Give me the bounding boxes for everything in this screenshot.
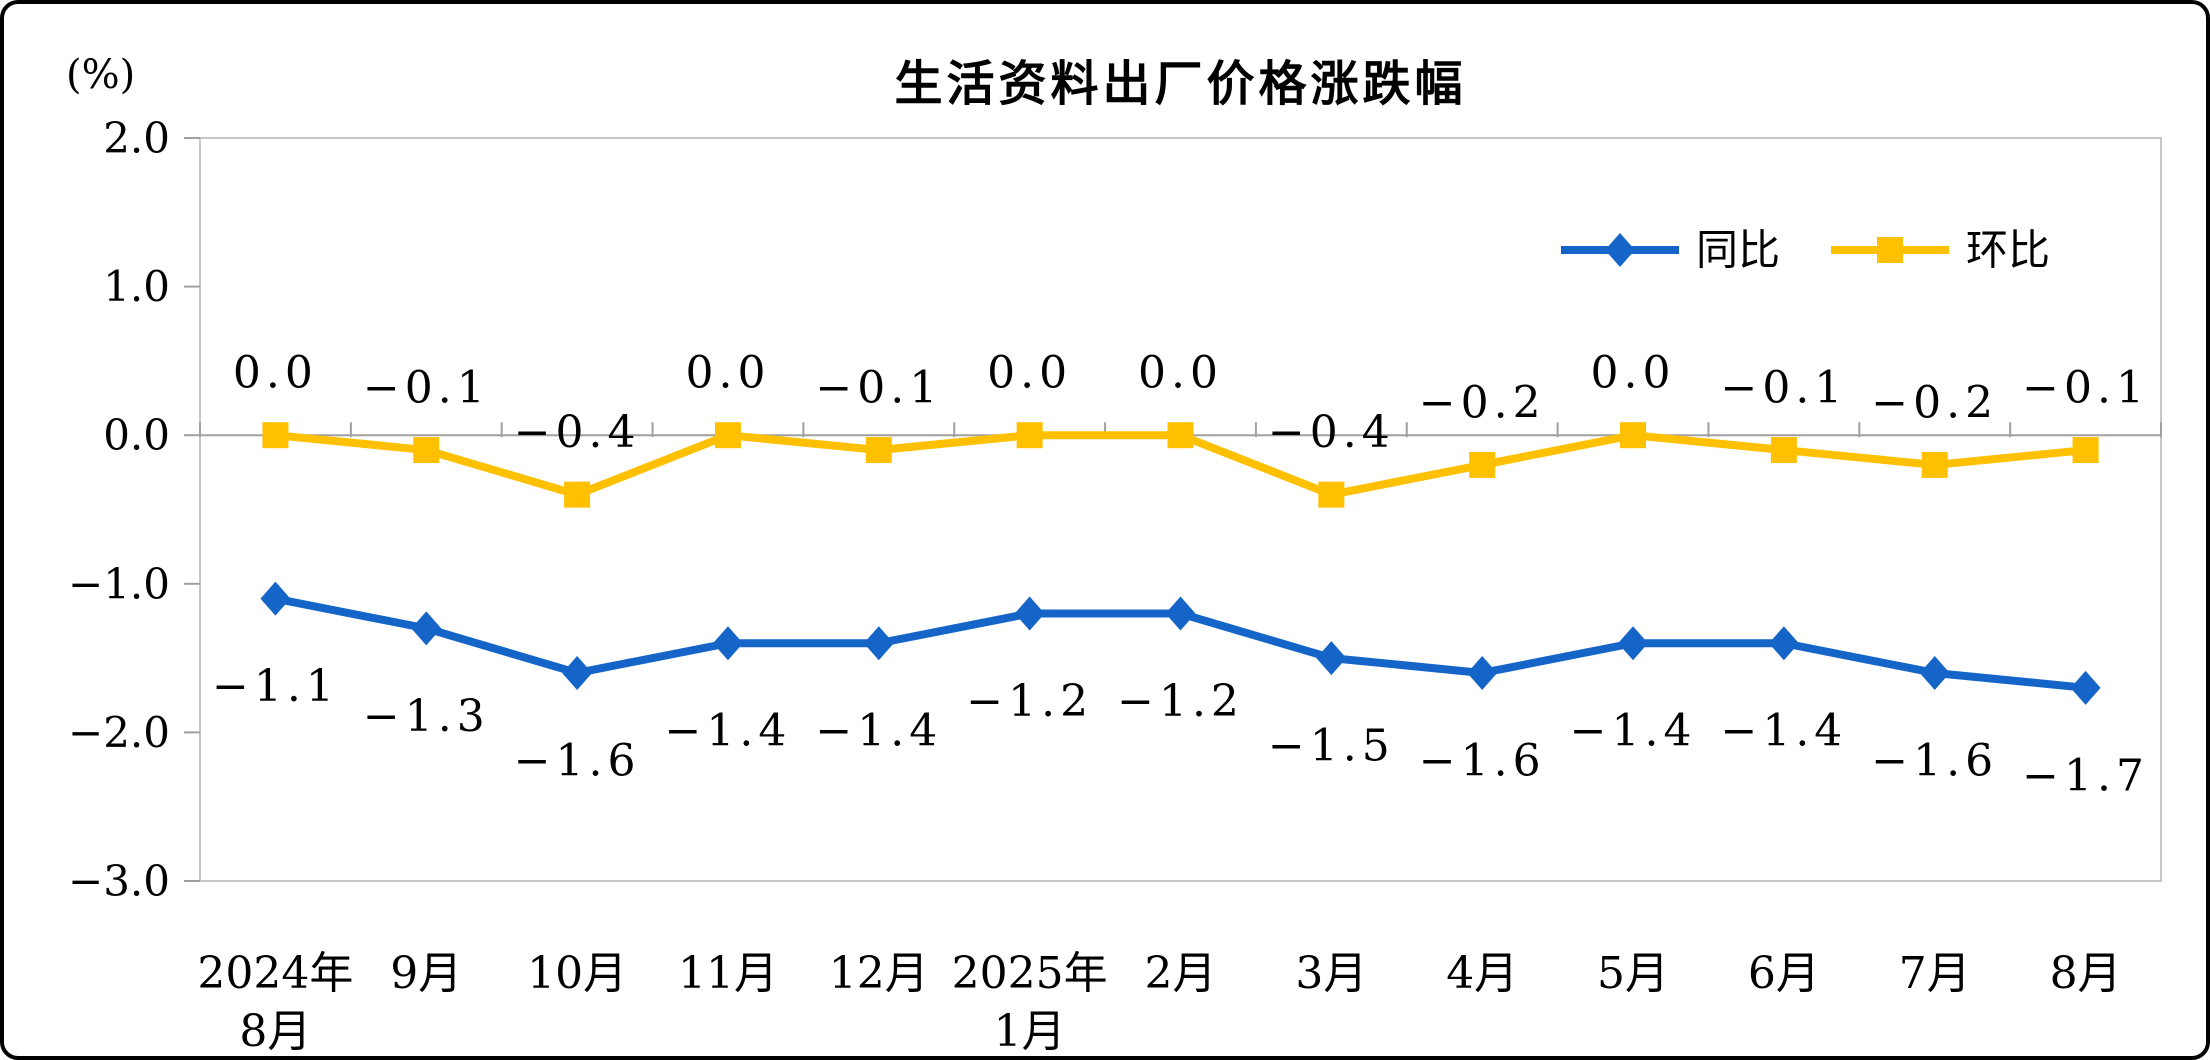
legend-square-icon — [1877, 237, 1903, 263]
data-label: −1.5 — [1268, 721, 1395, 772]
marker-diamond-icon — [1768, 626, 1799, 661]
data-label: 0.0 — [1138, 348, 1223, 399]
marker-diamond-icon — [1014, 596, 1045, 631]
marker-square-icon — [262, 422, 289, 449]
x-axis-label: 7月 — [1899, 948, 1971, 999]
y-axis-label: −1.0 — [68, 559, 170, 608]
marker-diamond-icon — [1919, 655, 1950, 690]
x-axis-label: 2024年 — [197, 948, 353, 999]
x-axis-label: 4月 — [1446, 948, 1518, 999]
marker-square-icon — [1318, 481, 1345, 508]
x-axis-label: 3月 — [1295, 948, 1367, 999]
y-axis-unit-label: (%) — [66, 52, 136, 98]
data-label: −0.1 — [363, 363, 490, 414]
marker-diamond-icon — [411, 611, 442, 646]
data-label: −0.2 — [1419, 377, 1546, 428]
y-axis-label: 2.0 — [103, 114, 170, 163]
data-label: −1.7 — [2022, 750, 2149, 801]
marker-diamond-icon — [863, 626, 894, 661]
marker-diamond-icon — [1165, 596, 1196, 631]
marker-diamond-icon — [1467, 655, 1498, 690]
data-label: −0.2 — [1871, 377, 1998, 428]
data-label: −0.1 — [815, 363, 942, 414]
marker-square-icon — [1770, 437, 1797, 464]
data-label: −1.6 — [1419, 735, 1546, 786]
data-label: −1.4 — [815, 706, 942, 757]
x-axis-label: 1月 — [994, 1006, 1066, 1057]
x-axis-label: 11月 — [678, 948, 778, 999]
data-label: 0.0 — [685, 348, 770, 399]
data-label: −1.1 — [212, 661, 339, 712]
data-label: 0.0 — [1591, 348, 1676, 399]
y-axis-label: 0.0 — [103, 411, 170, 460]
x-axis-label: 6月 — [1748, 948, 1820, 999]
x-axis-label: 5月 — [1597, 948, 1669, 999]
marker-square-icon — [1469, 451, 1496, 478]
data-label: 0.0 — [233, 348, 318, 399]
marker-square-icon — [1016, 422, 1043, 449]
marker-diamond-icon — [1618, 626, 1649, 661]
data-label: −1.3 — [363, 691, 490, 742]
marker-square-icon — [1167, 422, 1194, 449]
x-axis-label: 10月 — [527, 948, 627, 999]
marker-diamond-icon — [1316, 641, 1347, 676]
data-label: −1.6 — [514, 735, 641, 786]
data-label: −0.4 — [514, 407, 641, 458]
x-axis-label: 8月 — [2050, 948, 2122, 999]
marker-square-icon — [413, 437, 440, 464]
legend: 同比 环比 — [1561, 226, 2050, 275]
x-axis-label: 2月 — [1145, 948, 1217, 999]
data-label: −1.6 — [1871, 735, 1998, 786]
legend-label-mom: 环比 — [1966, 226, 2050, 275]
plot-border — [199, 137, 2162, 882]
marker-square-icon — [1921, 451, 1948, 478]
marker-diamond-icon — [562, 655, 593, 690]
data-label: −1.2 — [966, 676, 1093, 727]
marker-diamond-icon — [260, 581, 291, 616]
marker-diamond-icon — [712, 626, 743, 661]
data-label: −0.4 — [1268, 407, 1395, 458]
data-label: −1.4 — [1720, 706, 1847, 757]
data-label: 0.0 — [987, 348, 1072, 399]
x-axis-label: 12月 — [829, 948, 929, 999]
y-axis-label: −2.0 — [68, 708, 170, 757]
plot-area: 2.0 1.0 0.0 −1.0 −2.0 −3.0 2024年 8月 9月 10月 11月 12月 2… — [68, 114, 2162, 1057]
y-axis-label: −3.0 — [68, 857, 170, 906]
marker-square-icon — [1620, 422, 1647, 449]
data-label: −1.2 — [1117, 676, 1244, 727]
marker-diamond-icon — [2070, 670, 2101, 705]
marker-square-icon — [564, 481, 591, 508]
marker-square-icon — [2072, 437, 2099, 464]
data-label: −0.1 — [2022, 363, 2149, 414]
x-axis-label: 9月 — [390, 948, 462, 999]
data-label: −0.1 — [1720, 363, 1847, 414]
x-axis-label: 2025年 — [952, 948, 1108, 999]
marker-square-icon — [714, 422, 741, 449]
data-label: −1.4 — [665, 706, 792, 757]
legend-diamond-icon — [1605, 233, 1635, 267]
y-axis-label: 1.0 — [103, 262, 170, 311]
x-axis-label: 8月 — [239, 1006, 311, 1057]
marker-square-icon — [865, 437, 892, 464]
chart-title: 生活资料出厂价格涨跌幅 — [894, 56, 1467, 112]
legend-label-yoy: 同比 — [1696, 226, 1780, 275]
price-change-line-chart: 2.0 1.0 0.0 −1.0 −2.0 −3.0 2024年 8月 9月 10月 11月 12月 2… — [68, 114, 2162, 1057]
data-label: −1.4 — [1570, 706, 1697, 757]
